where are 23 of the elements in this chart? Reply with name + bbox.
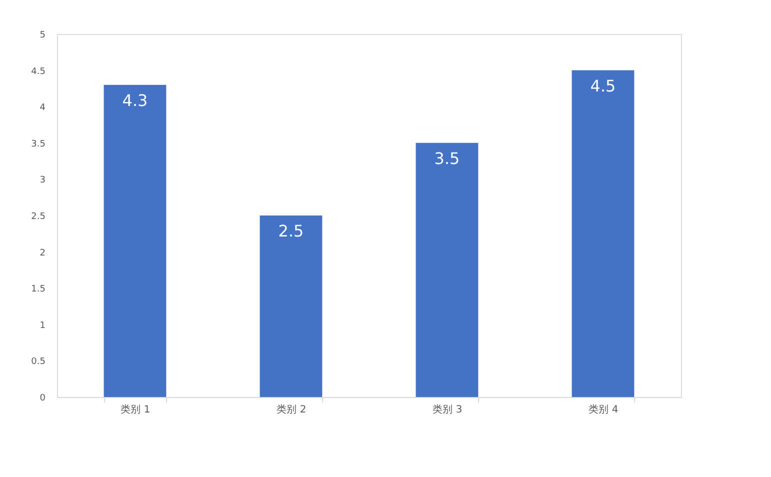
y-tick-label: 3.5: [31, 139, 46, 150]
y-tick-label: 1: [40, 320, 46, 331]
bar: [104, 84, 166, 397]
data-label: 3.5: [434, 148, 460, 168]
x-tick-label: 类别 4: [588, 404, 618, 416]
data-label: 2.5: [278, 222, 304, 240]
x-tick-label: 类别 3: [432, 404, 462, 416]
x-tick-label: 类别 1: [120, 404, 150, 416]
y-tick-label: 2.5: [31, 212, 46, 222]
y-tick-label: 4: [40, 103, 46, 114]
y-tick-label: 4.5: [31, 66, 46, 77]
y-tick-label: 5: [40, 30, 46, 40]
y-tick-label: 0: [40, 394, 46, 404]
data-label: 4.3: [122, 90, 148, 110]
y-tick-label: 0.5: [31, 357, 46, 368]
y-tick-label: 1.5: [31, 284, 46, 295]
y-tick-label: 3: [40, 176, 46, 186]
y-tick-label: 2: [40, 248, 46, 258]
x-tick-label: 类别 2: [276, 404, 306, 416]
bar: [572, 70, 634, 397]
data-label: 4.5: [590, 76, 616, 96]
bar: [260, 216, 322, 397]
bar: [416, 142, 478, 397]
